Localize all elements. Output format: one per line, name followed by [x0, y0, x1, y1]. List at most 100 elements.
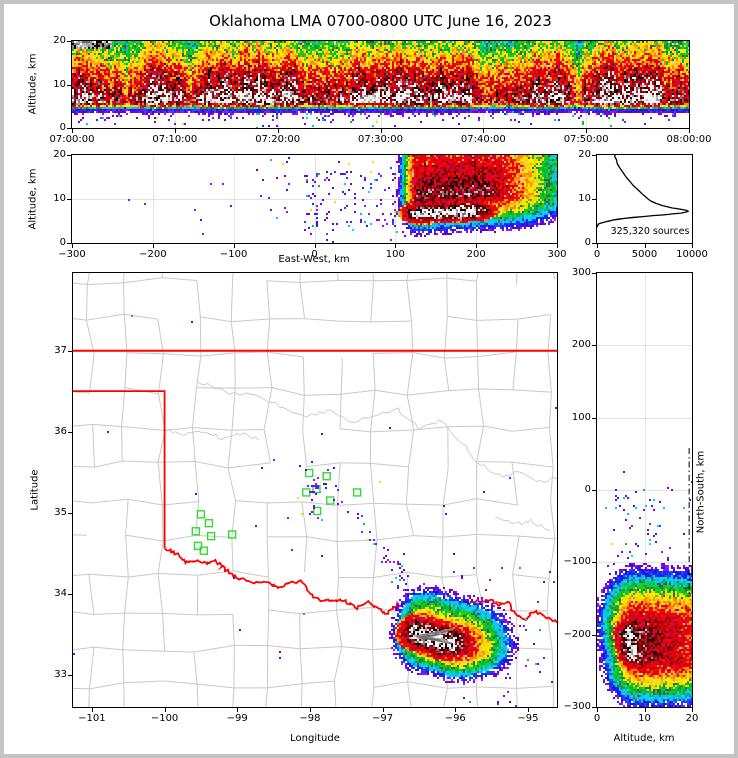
- axis-tick: [67, 84, 71, 86]
- tick-label: 07:30:00: [358, 134, 403, 145]
- tick-label: −200: [139, 249, 167, 260]
- axis-tick: [557, 244, 558, 248]
- axis-tick: [527, 708, 529, 712]
- axis-tick: [483, 129, 485, 133]
- tick-label: 07:50:00: [563, 134, 609, 145]
- tick-label: −100: [563, 556, 591, 568]
- axis-tick: [395, 244, 397, 248]
- axis-tick: [586, 129, 588, 133]
- axis-tick: [68, 350, 72, 352]
- tick-label: −300: [563, 701, 591, 712]
- tick-label: 08:00:00: [666, 134, 712, 145]
- axis-tick: [592, 199, 596, 200]
- axis-tick: [68, 674, 72, 676]
- time-height-panel: [71, 40, 690, 129]
- plan-view-map: [73, 273, 557, 707]
- tick-label: −97: [372, 713, 394, 724]
- axis-tick: [164, 708, 166, 712]
- tick-label: −300: [58, 249, 86, 260]
- tick-label: −98: [299, 713, 321, 724]
- tick-label: 0: [593, 713, 601, 724]
- axis-tick: [237, 708, 239, 712]
- tick-label: 35: [54, 506, 67, 518]
- axis-tick: [592, 417, 596, 419]
- tick-label: 100: [385, 249, 405, 260]
- axis-tick: [592, 634, 596, 636]
- axis-tick: [67, 199, 71, 200]
- axis-tick: [689, 129, 690, 133]
- axis-tick: [382, 708, 384, 712]
- axis-tick: [592, 707, 596, 708]
- tick-label: 0: [593, 249, 601, 260]
- axis-tick: [644, 244, 646, 248]
- tick-label: 20: [53, 149, 66, 160]
- tick-label: 20: [53, 35, 66, 46]
- tick-label: 100: [571, 411, 591, 423]
- axis-tick: [67, 128, 71, 129]
- axis-tick: [597, 708, 598, 712]
- tick-label: 5000: [631, 249, 658, 260]
- axis-tick: [692, 708, 693, 712]
- axis-tick: [152, 244, 154, 248]
- tick-label: 07:20:00: [255, 134, 301, 145]
- plan-view-map-panel: [72, 272, 558, 708]
- axis-tick: [692, 244, 693, 248]
- axis-tick: [592, 562, 596, 564]
- time-height-heatmap: [72, 41, 689, 128]
- tick-label: 07:10:00: [152, 134, 198, 145]
- axis-tick: [309, 708, 311, 712]
- axis-tick: [380, 129, 382, 133]
- east-west-altitude-panel: [71, 154, 558, 244]
- tick-label: 10: [53, 193, 66, 204]
- tick-label: 10: [578, 193, 591, 204]
- tick-label: 20: [685, 713, 699, 724]
- axis-tick: [592, 345, 596, 347]
- axis-tick: [67, 41, 71, 42]
- tick-label: 34: [54, 587, 67, 599]
- tick-label: −95: [517, 713, 539, 724]
- axis-tick: [597, 244, 598, 248]
- tick-label: 07:00:00: [49, 134, 95, 145]
- tick-label: −101: [78, 713, 106, 724]
- sources-count-annotation: 325,320 sources: [610, 226, 690, 237]
- ns-panel-x-axis-label: Altitude, km: [613, 733, 675, 744]
- chart-title: Oklahoma LMA 0700-0800 UTC June 16, 2023: [209, 12, 552, 30]
- north-south-altitude-heatmap: [597, 273, 692, 707]
- ns-panel-y-axis-label: North-South, km: [695, 450, 707, 534]
- axis-tick: [233, 244, 235, 248]
- axis-tick: [644, 708, 646, 712]
- tick-label: −99: [226, 713, 248, 724]
- axis-tick: [67, 243, 71, 244]
- tick-label: 10: [638, 713, 651, 724]
- tick-label: 0: [584, 484, 591, 495]
- axis-tick: [72, 244, 73, 248]
- axis-tick: [592, 273, 596, 274]
- axis-tick: [455, 708, 457, 712]
- tick-label: −200: [563, 628, 591, 640]
- axis-tick: [68, 593, 72, 595]
- source-histogram-line: [597, 155, 692, 243]
- tick-label: 0: [584, 237, 591, 248]
- axis-tick: [592, 155, 596, 156]
- tick-label: 300: [571, 267, 591, 278]
- tick-label: 37: [54, 344, 67, 356]
- tick-label: −100: [219, 249, 248, 260]
- axis-tick: [68, 512, 72, 514]
- map-y-axis-label: Latitude: [29, 469, 41, 511]
- tick-label: 0: [311, 249, 318, 260]
- tick-label: 0: [59, 237, 66, 248]
- figure: Oklahoma LMA 0700-0800 UTC June 16, 2023…: [4, 4, 734, 754]
- tick-label: 10: [53, 78, 66, 90]
- tick-label: 200: [466, 249, 486, 260]
- tick-label: 300: [547, 249, 567, 260]
- axis-tick: [277, 129, 279, 133]
- map-x-axis-label: Longitude: [290, 733, 340, 744]
- tick-label: −96: [444, 713, 466, 724]
- tick-label: 20: [578, 149, 591, 160]
- axis-tick: [68, 431, 72, 433]
- tick-label: 10000: [676, 249, 708, 260]
- north-south-altitude-panel: [596, 272, 693, 708]
- source-histogram-panel: [596, 154, 693, 244]
- axis-tick: [91, 708, 93, 712]
